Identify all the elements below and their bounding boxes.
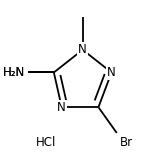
Text: H₂N: H₂N — [3, 66, 25, 79]
Text: H₂N: H₂N — [3, 66, 25, 79]
Text: N: N — [57, 101, 66, 114]
Text: HCl: HCl — [36, 136, 56, 148]
Text: N: N — [78, 43, 87, 56]
Text: Br: Br — [119, 136, 132, 149]
Text: N: N — [107, 66, 116, 79]
